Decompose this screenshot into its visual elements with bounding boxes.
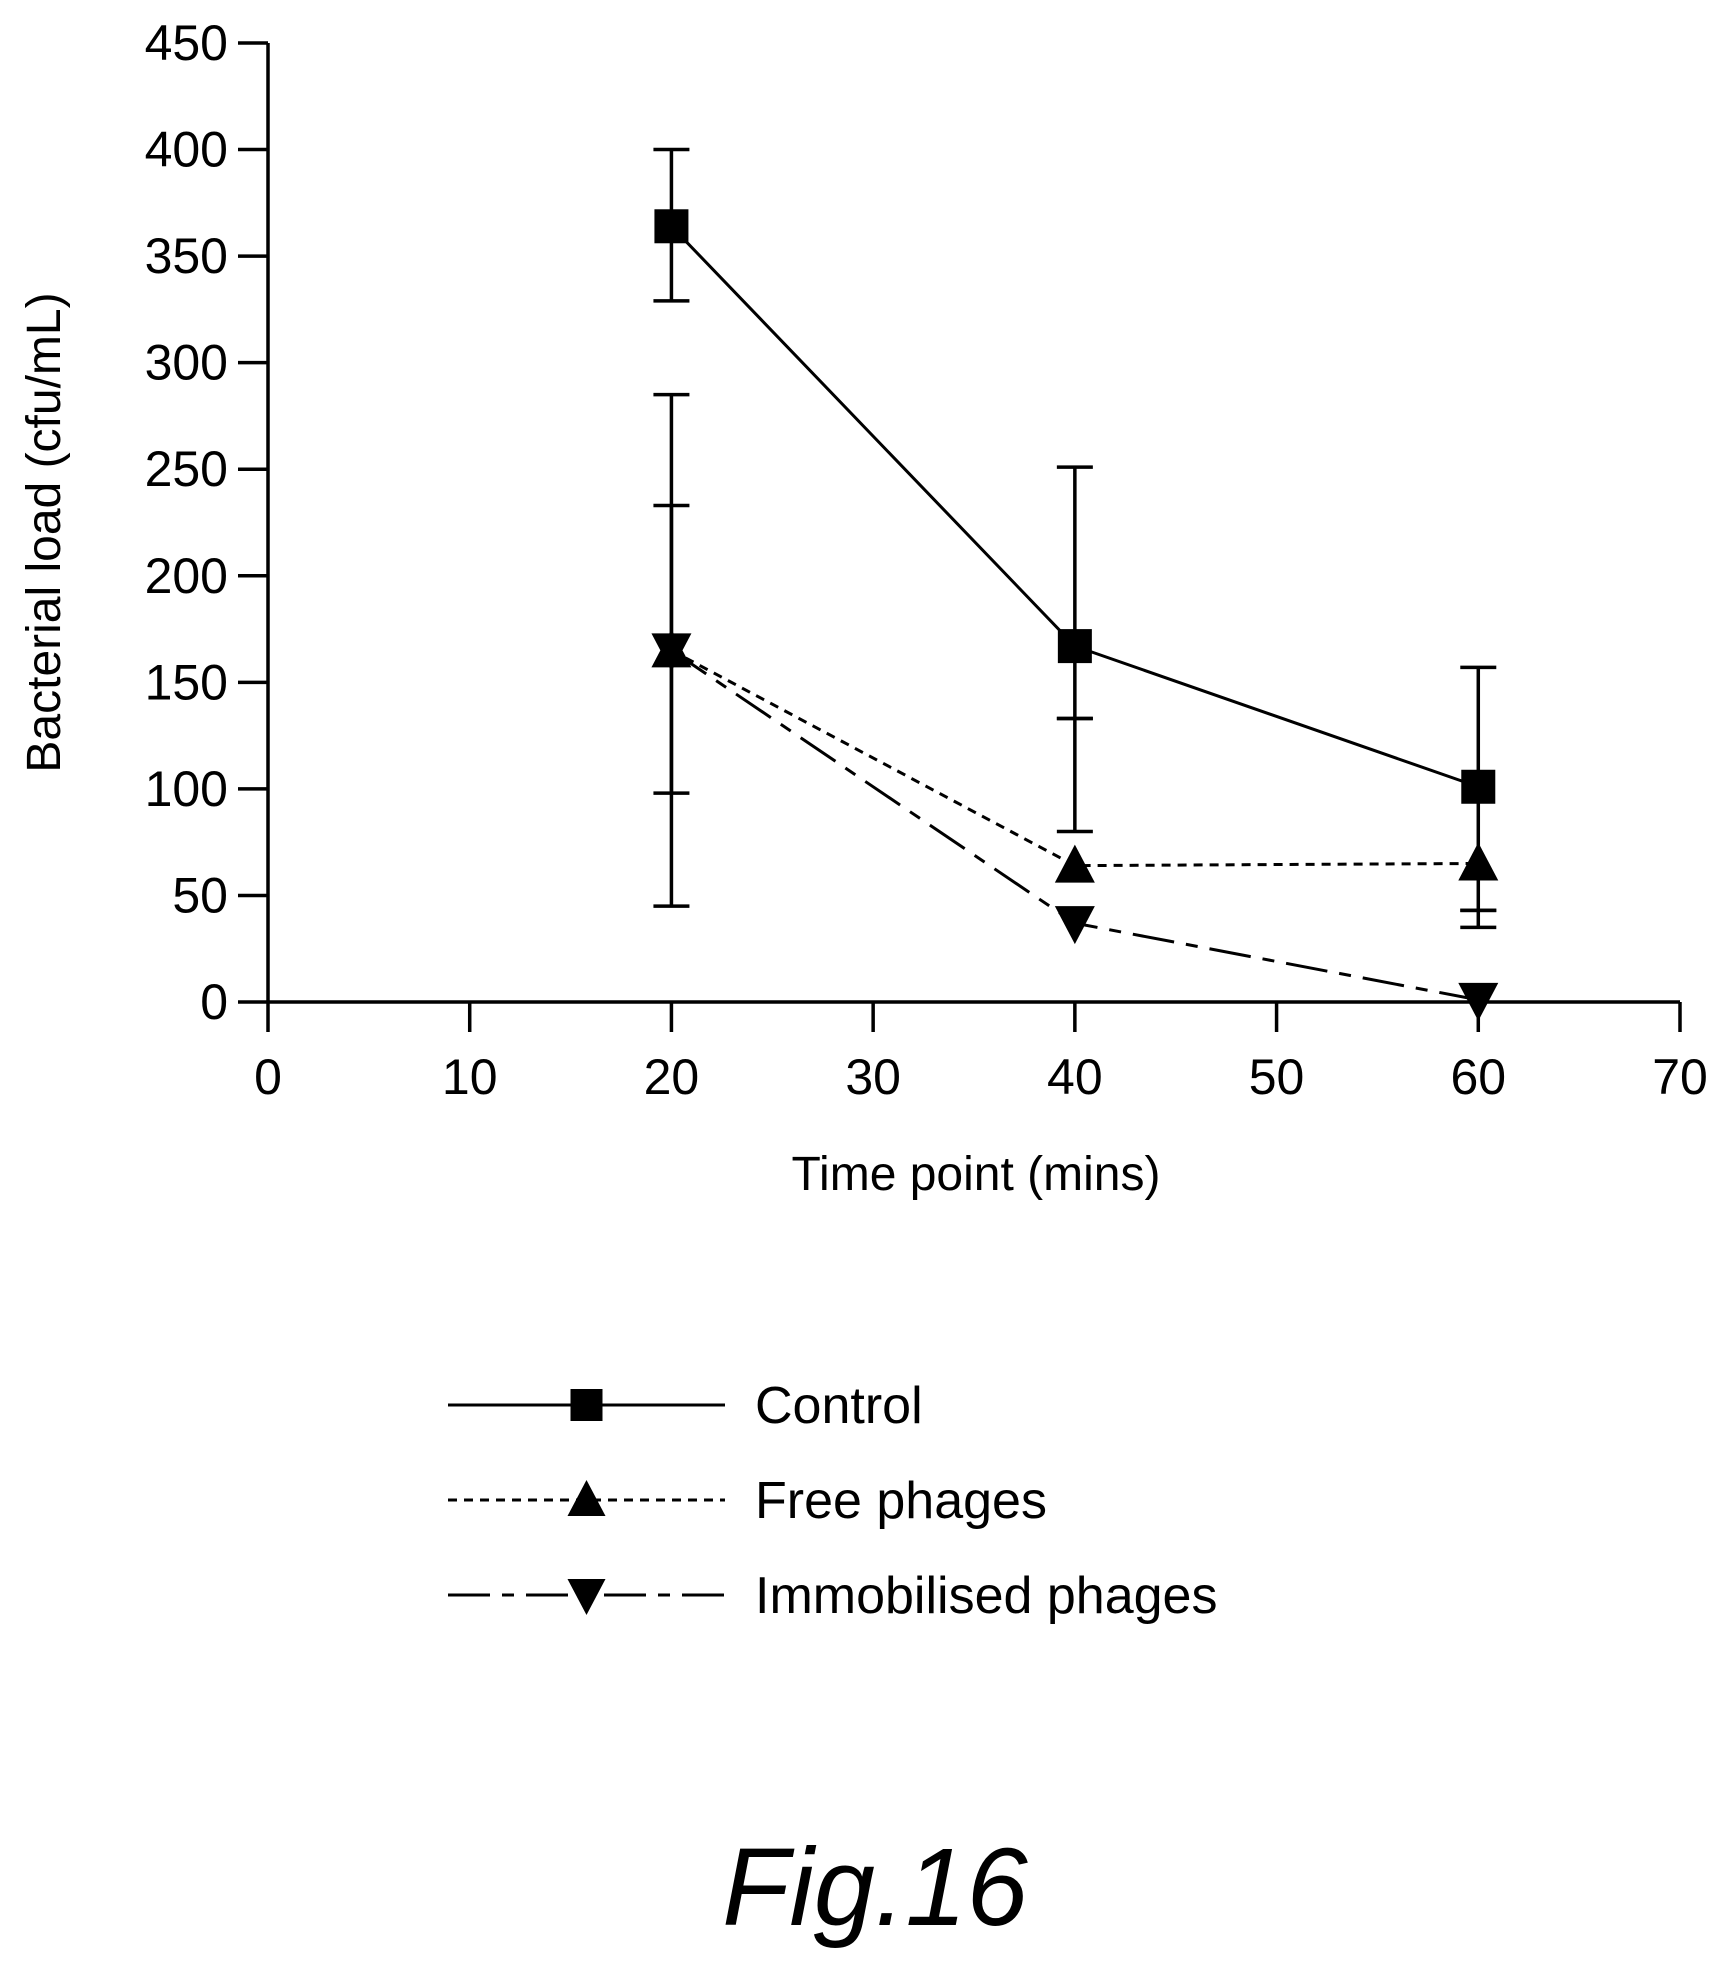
- marker-square: [570, 1389, 603, 1421]
- legend: Control Free phages Immobilised phages: [448, 1377, 1217, 1625]
- x-tick-label: 10: [442, 1049, 498, 1105]
- marker-triangle-down: [651, 633, 692, 672]
- y-tick-label: 150: [145, 654, 228, 710]
- error-bars: [653, 147, 1497, 930]
- legend-label-2: Immobilised phages: [755, 1567, 1217, 1625]
- x-tick-label: 40: [1047, 1049, 1103, 1105]
- y-tick-label: 50: [172, 867, 228, 923]
- x-tick-label: 60: [1450, 1049, 1506, 1105]
- marker-square: [1461, 769, 1496, 804]
- legend-label-0: Control: [755, 1377, 923, 1435]
- series-line-1: [670, 649, 1479, 868]
- y-tick-label: 100: [145, 761, 228, 817]
- y-tick-label: 0: [200, 974, 228, 1030]
- marker-square: [1057, 629, 1092, 664]
- marker-triangle-down: [1458, 982, 1499, 1021]
- marker-triangle-up: [1458, 842, 1499, 881]
- y-tick-label: 450: [145, 15, 228, 71]
- marker-square: [654, 209, 689, 244]
- x-tick-label: 20: [644, 1049, 700, 1105]
- legend-label-1: Free phages: [755, 1472, 1047, 1530]
- y-axis-title: Bacterial load (cfu/mL): [18, 292, 71, 772]
- y-tick-label: 350: [145, 228, 228, 284]
- x-tick-label: 30: [845, 1049, 901, 1105]
- marker-triangle-up: [1054, 844, 1095, 883]
- x-tick-label: 0: [254, 1049, 282, 1105]
- y-tick-label: 400: [145, 122, 228, 178]
- marker-triangle-down: [567, 1579, 606, 1615]
- marker-triangle-down: [1054, 906, 1095, 945]
- y-tick-label: 200: [145, 548, 228, 604]
- y-tick-label: 300: [145, 335, 228, 391]
- x-tick-label: 50: [1249, 1049, 1305, 1105]
- x-axis-title: Time point (mins): [792, 1148, 1161, 1201]
- x-tick-label: 70: [1652, 1049, 1708, 1105]
- y-tick-label: 250: [145, 441, 228, 497]
- chart-axes: 0 50 100 150 200 250 300 350 400 450 0 10 20 30 40 50 60…: [18, 15, 1708, 1201]
- marker-triangle-up: [567, 1480, 606, 1516]
- series-markers: [651, 209, 1499, 1021]
- figure-caption: Fig.16: [722, 1826, 1029, 1949]
